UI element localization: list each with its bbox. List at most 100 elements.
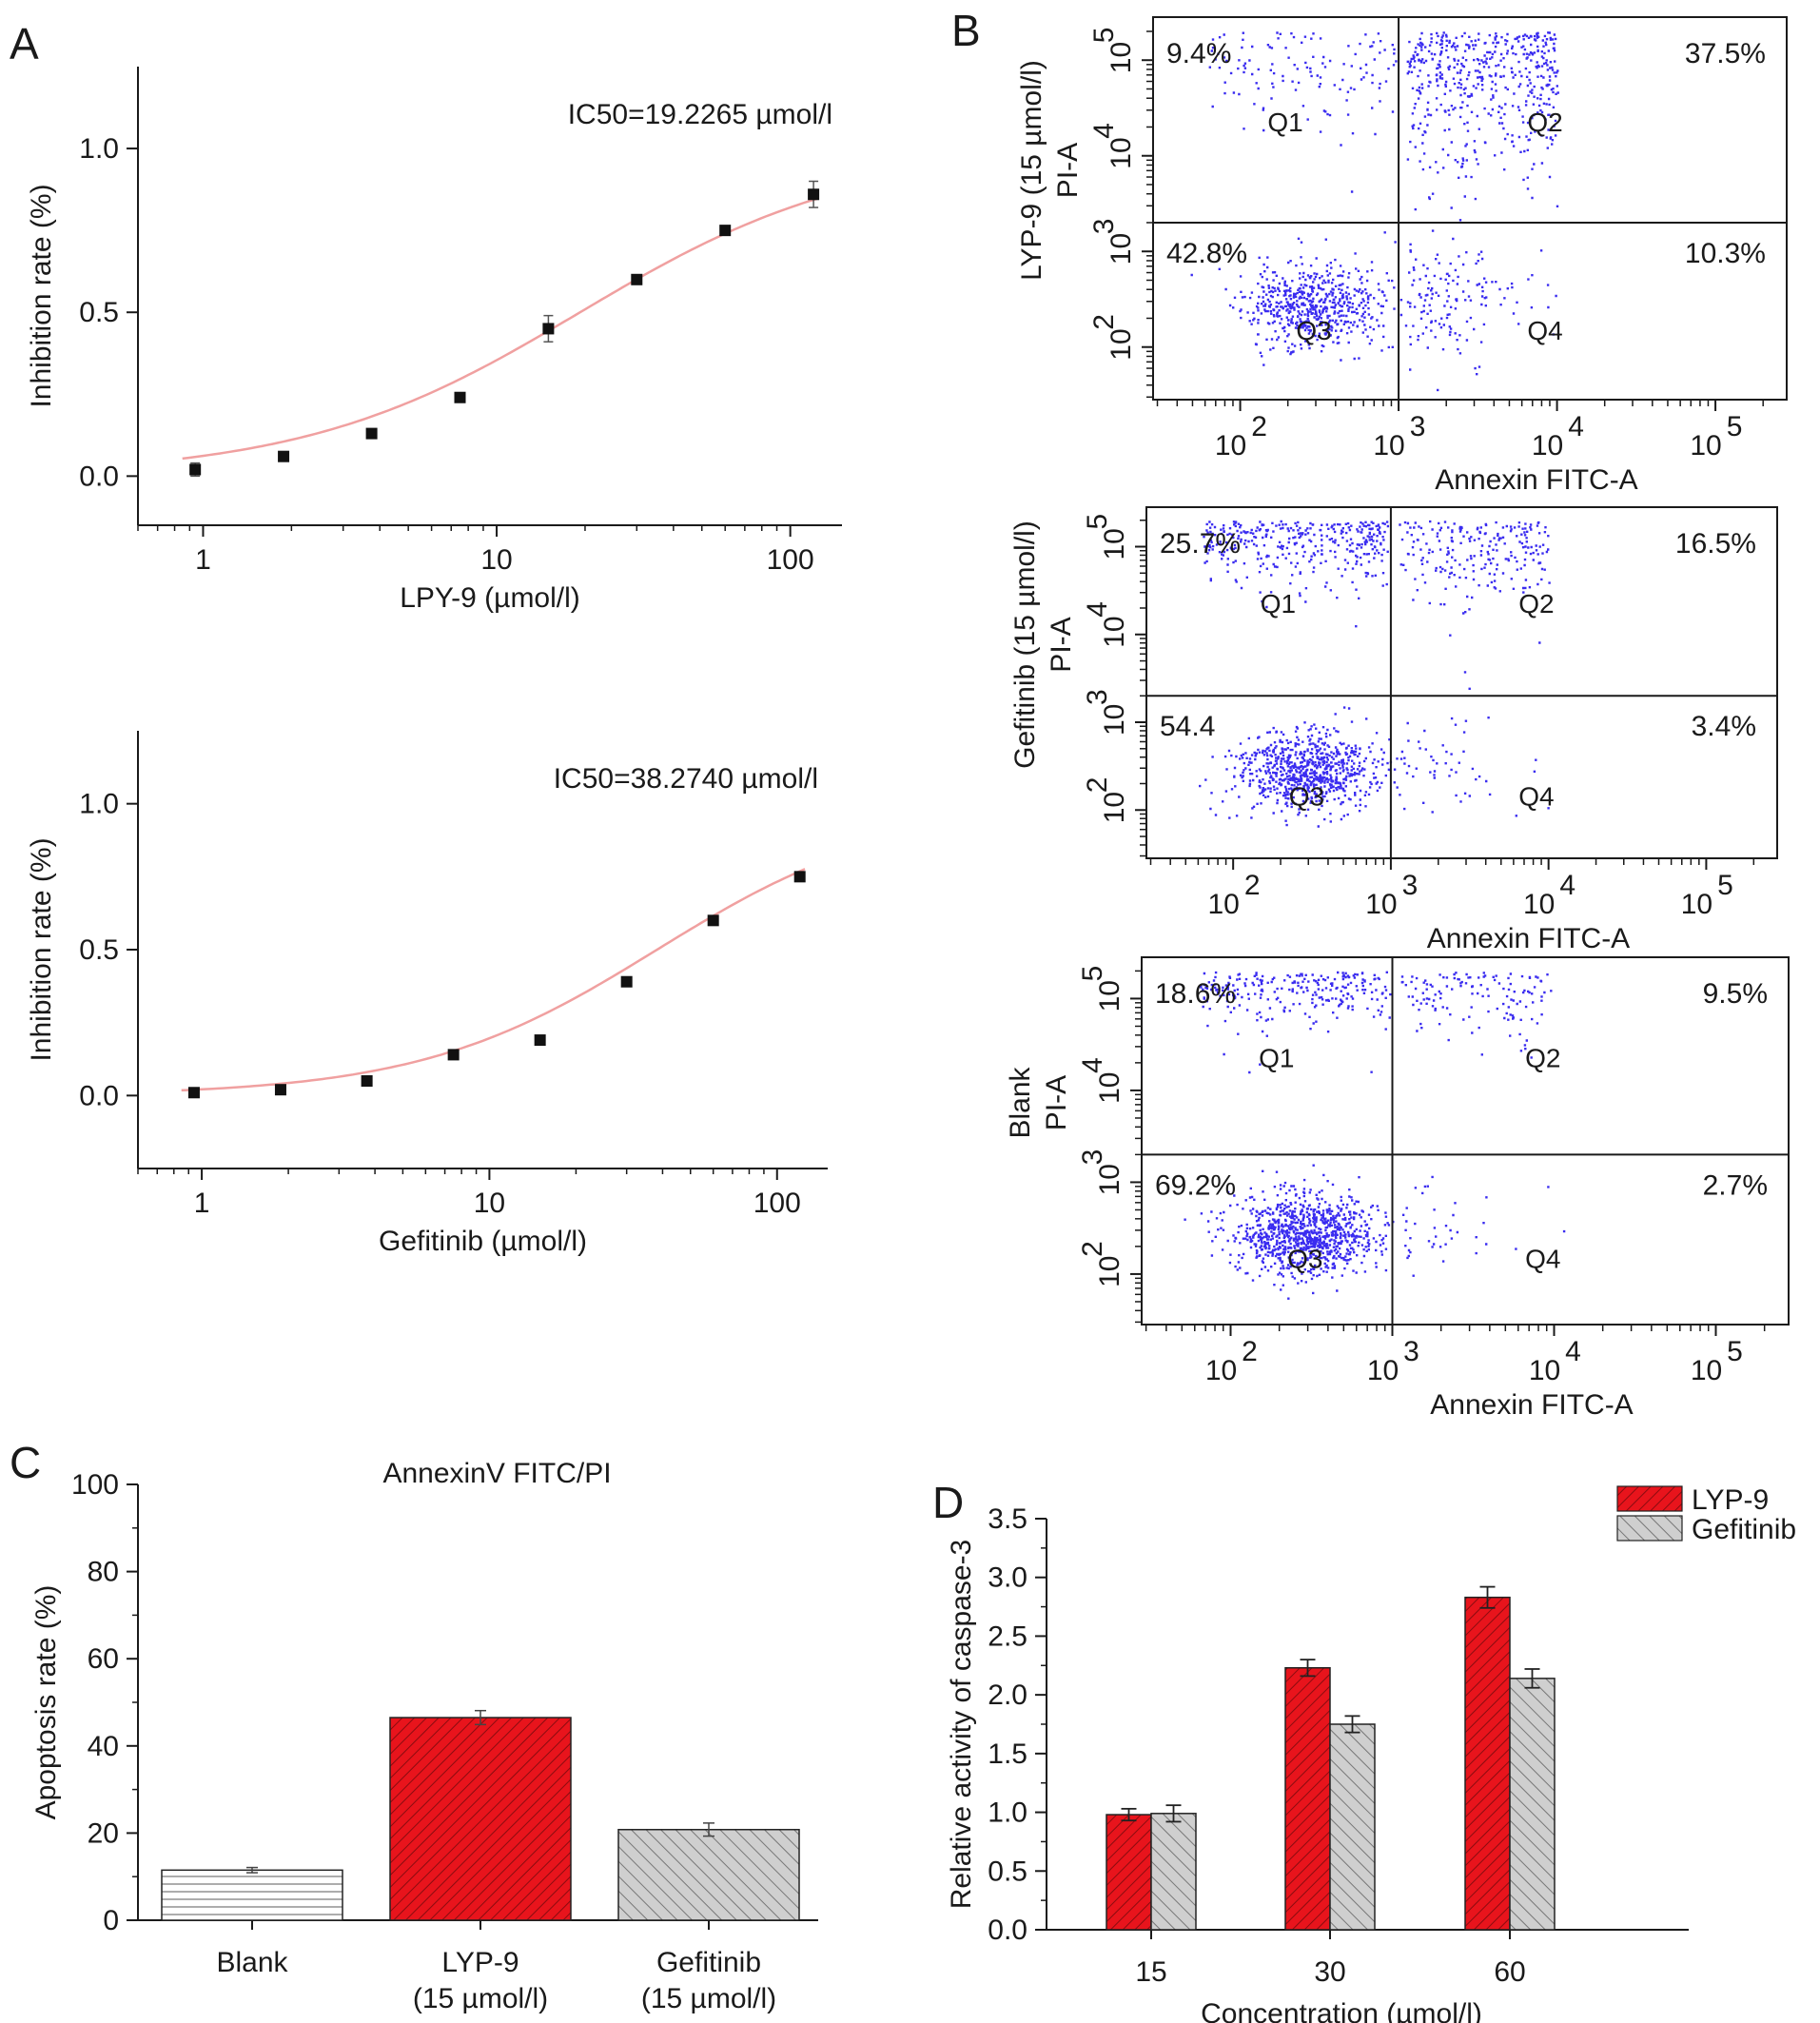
dose-response-chart-gefitinib: 0.0 0.5 1.0 1 10 100 Gefitinib (µmol/l) Inhibit…: [26, 731, 828, 1257]
y-tick-label: 3.0: [988, 1562, 1027, 1594]
legend-swatch: [1616, 1485, 1683, 1512]
y-tick-label: 10: [1099, 528, 1130, 560]
quadrant-label-q3: Q3: [1296, 316, 1331, 345]
bar: [1284, 1667, 1331, 1931]
x-tick-exponent: 3: [1410, 411, 1426, 442]
x-tick-label: 100: [767, 544, 814, 576]
x-tick-label: 10: [1215, 430, 1246, 462]
quadrant-label-q3: Q3: [1289, 782, 1324, 812]
y-tick-exponent: 3: [1082, 689, 1113, 705]
y-tick-label: 10: [1106, 42, 1137, 73]
y-tick-label: 10: [1094, 1164, 1125, 1195]
y-axis-title: Relative activity of caspase-3: [946, 1540, 977, 1910]
x-axis-title: Concentration (µmol/l): [1201, 1998, 1482, 2023]
y-tick-label: 10: [1094, 1256, 1125, 1287]
x-tick-label: 10: [1691, 1355, 1722, 1386]
x-tick-label: 10: [1373, 430, 1404, 462]
dose-response-chart-lpy9: 0.0 0.5 1.0 1 10 100 LPY-9 (µmol/l) Inhibition …: [26, 67, 842, 614]
data-point: [631, 273, 643, 285]
y-tick-exponent: 3: [1088, 219, 1120, 235]
y-tick-label: 10: [1094, 1072, 1125, 1104]
caspase-bar-chart: 0.0 0.5 1.0 1.5 2.0 2.5 3.0 3.5 Relative activit…: [946, 1484, 1796, 2023]
plot-frame: [1141, 956, 1790, 1326]
sample-label: Gefitinib (15 µmol/l): [1009, 520, 1041, 769]
category-label: Gefitinib: [656, 1947, 761, 1978]
y-tick-label: 3.5: [988, 1503, 1027, 1535]
cell-dots-q4: [1401, 1175, 1566, 1277]
y-tick-exponent: 2: [1088, 314, 1120, 330]
data-point: [454, 391, 466, 403]
x-tick-exponent: 4: [1568, 411, 1584, 442]
cell-dots-q1: [1200, 971, 1392, 1074]
category-label: LYP-9: [441, 1947, 519, 1978]
y-tick-label: 80: [88, 1557, 119, 1588]
y-tick-label: 0.0: [988, 1915, 1027, 1946]
quadrant-label-q4: Q4: [1527, 316, 1562, 345]
data-point: [707, 914, 719, 927]
panel-letter-b: B: [951, 6, 981, 55]
y-tick-label: 0.0: [79, 461, 119, 492]
data-point: [365, 427, 378, 440]
quadrant-label-q2: Q2: [1527, 108, 1562, 137]
x-tick-label: 10: [1690, 430, 1721, 462]
ic50-annotation: IC50=19.2265 µmol/l: [568, 99, 832, 130]
sample-label: LYP-9 (15 µmol/l): [1016, 60, 1047, 281]
y-tick-label: 60: [88, 1643, 119, 1675]
y-tick-exponent: 5: [1077, 966, 1108, 982]
x-tick-exponent: 2: [1244, 870, 1261, 901]
plot-frame: [1152, 16, 1788, 401]
y-tick-label: 10: [1099, 792, 1130, 823]
x-tick-label: 10: [1367, 1355, 1399, 1386]
category-label-line2: (15 µmol/l): [641, 1983, 776, 2014]
data-point: [793, 871, 806, 883]
bar: [1464, 1596, 1511, 1931]
panel-letter-c: C: [10, 1438, 41, 1487]
legend-label: LYP-9: [1692, 1484, 1769, 1516]
x-tick-exponent: 3: [1403, 1336, 1419, 1367]
data-point: [719, 225, 732, 237]
x-tick-label: 10: [474, 1188, 505, 1219]
y-tick-label: 0: [103, 1905, 119, 1936]
panel-letter-a: A: [10, 19, 39, 69]
y-tick-exponent: 2: [1082, 777, 1113, 794]
y-tick-label: 1.0: [988, 1797, 1027, 1829]
fit-curve: [181, 868, 806, 1092]
cell-dots-q3: [1190, 231, 1416, 366]
y-tick-label: 10: [1106, 137, 1137, 168]
quadrant-label-q2: Q2: [1525, 1044, 1560, 1073]
y-tick-label: 1.0: [79, 133, 119, 165]
category-label: 30: [1314, 1956, 1345, 1988]
quadrant-label-q4: Q4: [1518, 782, 1554, 812]
bar: [1106, 1814, 1152, 1931]
y-axis-title: PI-A: [1052, 143, 1084, 198]
quadrant-label-q1: Q1: [1259, 1044, 1294, 1073]
y-tick-label: 2.5: [988, 1620, 1027, 1652]
y-tick-exponent: 4: [1077, 1057, 1108, 1073]
quadrant-pct-q2: 9.5%: [1703, 978, 1768, 1010]
category-label: 60: [1494, 1956, 1525, 1988]
x-tick-label: 1: [195, 544, 211, 576]
quadrant-pct-q1: 9.4%: [1166, 38, 1231, 69]
quadrant-label-q2: Q2: [1518, 589, 1554, 619]
quadrant-pct-q4: 2.7%: [1703, 1169, 1768, 1201]
cell-dots-q3: [1184, 1164, 1409, 1300]
bar: [1329, 1723, 1376, 1931]
y-tick-label: 0.0: [79, 1080, 119, 1111]
quadrant-pct-q2: 37.5%: [1685, 38, 1766, 69]
bar: [1150, 1813, 1197, 1931]
quadrant-pct-q3: 54.4: [1160, 711, 1215, 742]
y-tick-exponent: 5: [1088, 28, 1120, 44]
apoptosis-bar-chart: 0 20 40 60 80 100 AnnexinV FITC/PI Apoptosis ra…: [30, 1458, 818, 2014]
x-tick-label: 10: [1207, 889, 1239, 920]
ic50-annotation: IC50=38.2740 µmol/l: [554, 763, 818, 795]
data-point: [361, 1075, 373, 1087]
x-tick-label: 10: [1365, 889, 1397, 920]
x-tick-label: 10: [1523, 889, 1555, 920]
y-tick-exponent: 3: [1077, 1149, 1108, 1166]
x-axis-title: Annexin FITC-A: [1427, 923, 1630, 954]
y-tick-exponent: 2: [1077, 1241, 1108, 1257]
data-point: [274, 1084, 286, 1096]
